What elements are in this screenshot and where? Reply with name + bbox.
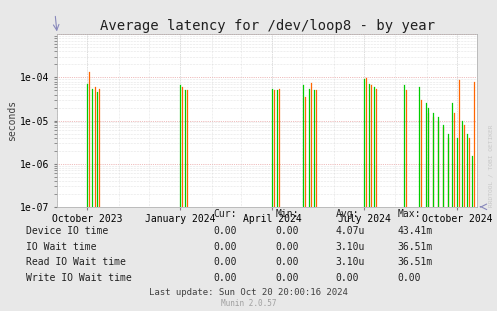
Text: Device IO time: Device IO time	[26, 226, 108, 236]
Text: Avg:: Avg:	[335, 209, 359, 219]
Text: 4.07u: 4.07u	[335, 226, 365, 236]
Text: 0.00: 0.00	[276, 226, 299, 236]
Text: 3.10u: 3.10u	[335, 242, 365, 252]
Text: 36.51m: 36.51m	[398, 257, 433, 267]
Text: Write IO Wait time: Write IO Wait time	[26, 273, 132, 283]
Text: 0.00: 0.00	[276, 257, 299, 267]
Text: 0.00: 0.00	[214, 273, 237, 283]
Text: 0.00: 0.00	[214, 257, 237, 267]
Y-axis label: seconds: seconds	[7, 100, 17, 141]
Text: Last update: Sun Oct 20 20:00:16 2024: Last update: Sun Oct 20 20:00:16 2024	[149, 288, 348, 297]
Text: 0.00: 0.00	[276, 273, 299, 283]
Text: Munin 2.0.57: Munin 2.0.57	[221, 299, 276, 308]
Title: Average latency for /dev/loop8 - by year: Average latency for /dev/loop8 - by year	[99, 19, 435, 33]
Text: 3.10u: 3.10u	[335, 257, 365, 267]
Text: Cur:: Cur:	[214, 209, 237, 219]
Text: Min:: Min:	[276, 209, 299, 219]
Text: IO Wait time: IO Wait time	[26, 242, 96, 252]
Text: 43.41m: 43.41m	[398, 226, 433, 236]
Text: 0.00: 0.00	[398, 273, 421, 283]
Text: Max:: Max:	[398, 209, 421, 219]
Text: 0.00: 0.00	[214, 226, 237, 236]
Text: Read IO Wait time: Read IO Wait time	[26, 257, 126, 267]
Text: 0.00: 0.00	[276, 242, 299, 252]
Text: RRDTOOL / TOBI OETIKER: RRDTOOL / TOBI OETIKER	[489, 124, 494, 207]
Text: 0.00: 0.00	[335, 273, 359, 283]
Text: 36.51m: 36.51m	[398, 242, 433, 252]
Text: 0.00: 0.00	[214, 242, 237, 252]
